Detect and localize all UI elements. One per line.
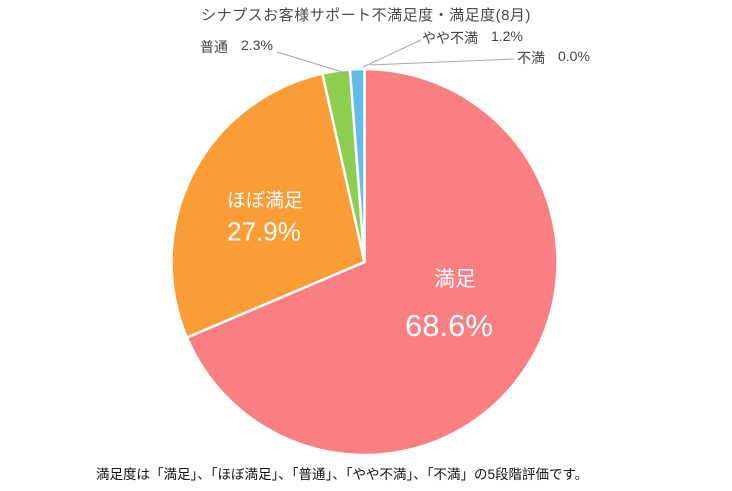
leader-line-slightly-dissatisfied: [362, 39, 422, 68]
pie-slice-mostly-satisfied: [170, 72, 366, 339]
inside-label-satisfied-name: 満足: [434, 268, 476, 291]
leader-line-neutral: [276, 51, 350, 75]
outside-label-slightly-dissatisfied-name: やや不満: [422, 30, 478, 46]
pie-slice-satisfied: [185, 67, 559, 457]
leader-line-dissatisfied: [369, 58, 515, 66]
outside-label-dissatisfied-name: 不満: [517, 50, 545, 66]
inside-label-satisfied-pct: 68.6%: [405, 308, 493, 343]
inside-label-mostly-satisfied-name: ほぼ満足: [226, 190, 304, 212]
outside-label-dissatisfied: 不満 0.0%: [517, 48, 590, 68]
outside-label-slightly-dissatisfied-pct: 1.2%: [491, 28, 523, 44]
outside-label-neutral: 普通 2.3%: [200, 37, 273, 57]
outside-label-dissatisfied-pct: 0.0%: [558, 48, 590, 64]
inside-label-mostly-satisfied-pct: 27.9%: [227, 216, 301, 247]
footnote: 満足度は「満足」、「ほぼ満足」、「普通」、「やや不満」、「不満」の5段階評価です…: [96, 467, 589, 482]
outside-label-neutral-pct: 2.3%: [241, 37, 273, 53]
pie-slice-slightly-dissatisfied: [348, 67, 366, 264]
outside-label-neutral-name: 普通: [200, 39, 228, 55]
chart-title: シナプスお客様サポート不満足度・満足度(8月): [201, 7, 531, 24]
outside-label-slightly-dissatisfied: やや不満 1.2%: [422, 28, 523, 48]
